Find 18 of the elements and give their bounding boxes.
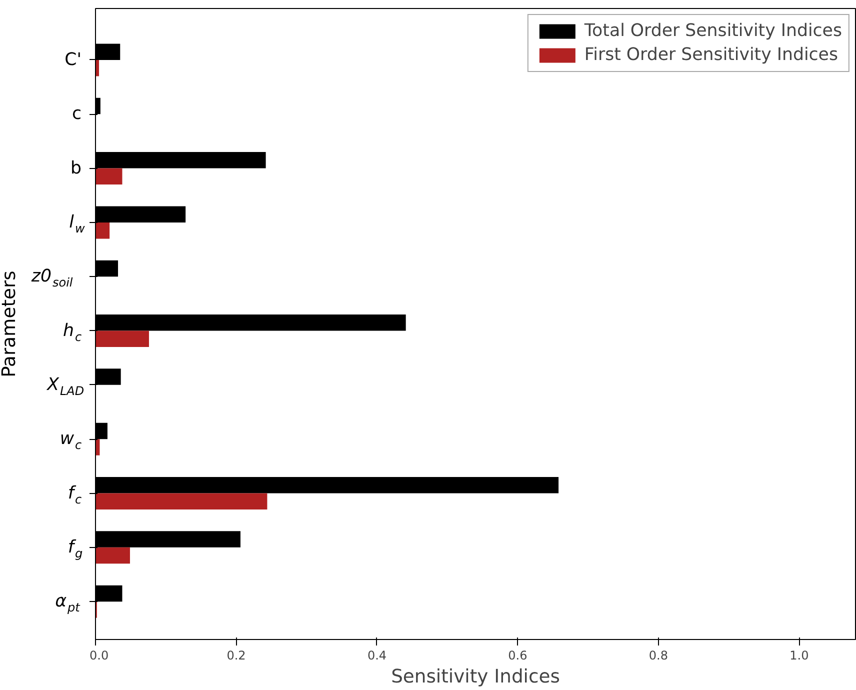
y-tick-label: c bbox=[72, 104, 82, 124]
bar bbox=[96, 168, 122, 185]
y-tick-label: b bbox=[70, 158, 82, 178]
x-tick-label: 1.0 bbox=[790, 648, 809, 662]
y-axis-title: Parameters bbox=[0, 270, 20, 378]
bar bbox=[96, 330, 149, 348]
legend-label: Total Order Sensitivity Indices bbox=[584, 21, 842, 41]
y-tick-label: C' bbox=[64, 50, 82, 70]
x-tick-label: 0.0 bbox=[90, 648, 109, 662]
x-tick-label: 0.2 bbox=[226, 648, 246, 662]
x-tick-label: 0.4 bbox=[367, 648, 387, 662]
x-tick-label: 0.6 bbox=[508, 648, 528, 662]
x-axis-title: Sensitivity Indices bbox=[391, 666, 560, 688]
bar bbox=[96, 493, 268, 510]
legend-label: First Order Sensitivity Indices bbox=[584, 45, 838, 65]
bar bbox=[96, 547, 130, 564]
bar bbox=[96, 222, 110, 239]
x-tick-label: 0.8 bbox=[648, 648, 668, 662]
